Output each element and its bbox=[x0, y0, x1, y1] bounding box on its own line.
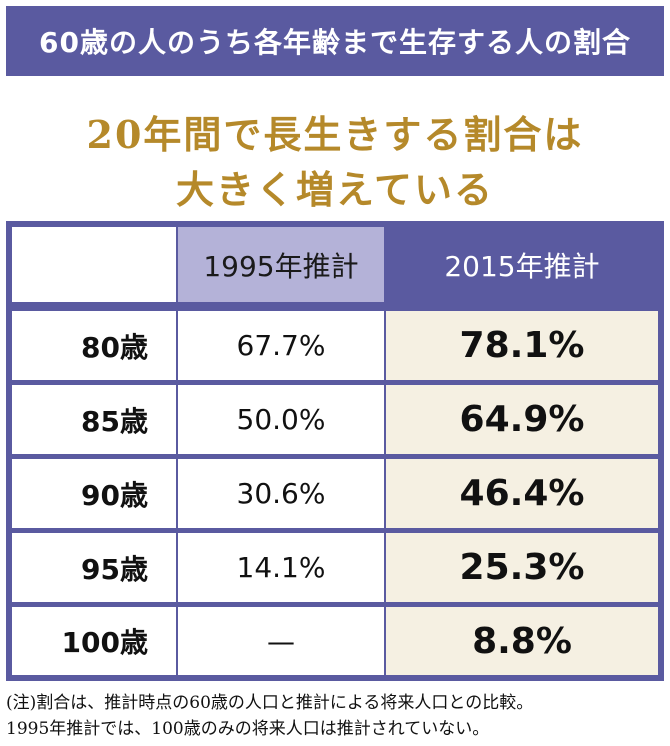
value-1995-cell: 14.1% bbox=[178, 533, 384, 602]
headline-line-2: 大きく増えている bbox=[175, 167, 495, 212]
column-header-1995: 1995年推計 bbox=[178, 227, 384, 302]
footnote-line-1: (注)割合は、推計時点の60歳の人口と推計による将来人口との比較。 bbox=[6, 693, 534, 713]
header-title: 60歳の人のうち各年齢まで生存する人の割合 bbox=[39, 26, 631, 59]
headline-line-1: 20年間で長生きする割合は bbox=[86, 112, 584, 157]
row-age-label: 90歳 bbox=[12, 459, 176, 528]
value-1995-cell: 67.7% bbox=[178, 311, 384, 380]
value-2015-cell: 64.9% bbox=[386, 385, 658, 454]
column-header-2015: 2015年推計 bbox=[444, 249, 600, 283]
row-age-label: 80歳 bbox=[12, 311, 176, 380]
value-2015-cell: 25.3% bbox=[386, 533, 658, 602]
footnote-line-2: 1995年推計では、100歳のみの将来人口は推計されていない。 bbox=[6, 719, 490, 739]
corner-cell bbox=[12, 227, 176, 302]
value-2015-cell: 8.8% bbox=[386, 607, 658, 675]
value-1995-cell: — bbox=[178, 607, 384, 675]
value-2015-cell: 46.4% bbox=[386, 459, 658, 528]
value-2015-cell: 78.1% bbox=[386, 311, 658, 380]
value-1995-cell: 50.0% bbox=[178, 385, 384, 454]
header-bar: 60歳の人のうち各年齢まで生存する人の割合 bbox=[6, 6, 664, 76]
value-1995-cell: 30.6% bbox=[178, 459, 384, 528]
survival-table: 1995年推計 2015年推計 80歳 67.7% 78.1% 85歳 50.0… bbox=[6, 221, 664, 681]
row-age-label: 85歳 bbox=[12, 385, 176, 454]
row-age-label: 100歳 bbox=[12, 607, 176, 675]
row-age-label: 95歳 bbox=[12, 533, 176, 602]
